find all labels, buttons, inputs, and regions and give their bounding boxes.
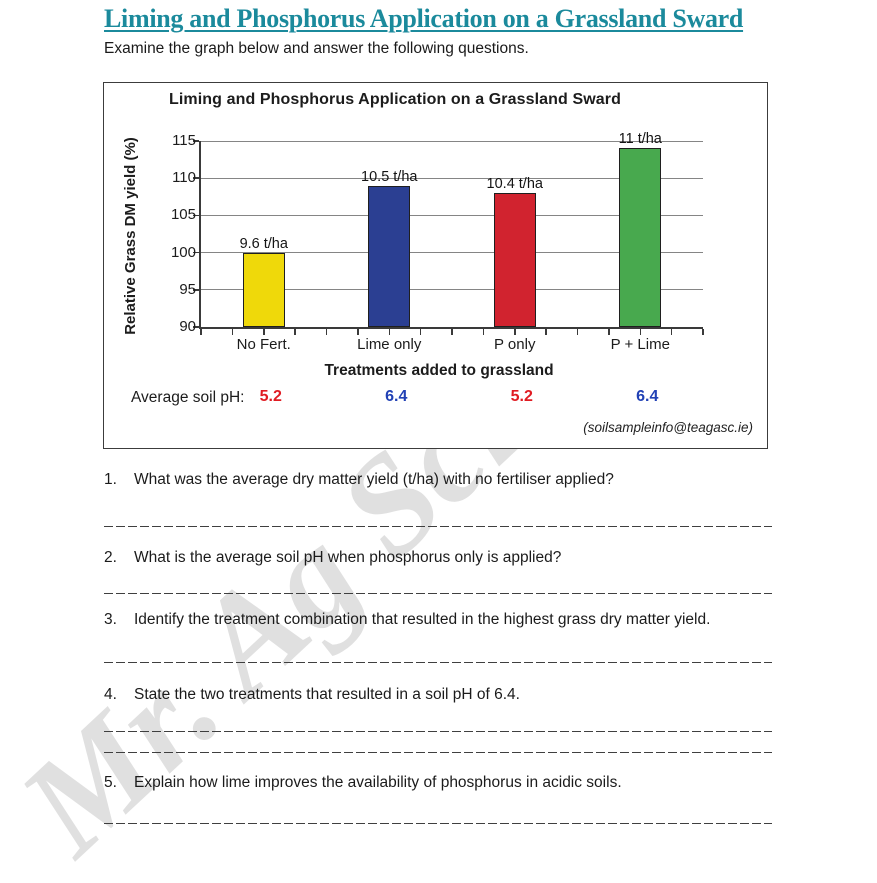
bar-value-label: 11 t/ha [618,131,662,148]
page-subtitle: Examine the graph below and answer the f… [104,40,529,57]
question-5-text: Explain how lime improves the availabili… [134,774,622,791]
answer-line [104,593,772,595]
y-axis-tick [193,177,199,179]
category-label: No Fert. [236,336,291,353]
page-title: Liming and Phosphorus Application on a G… [104,4,744,33]
avg-soil-ph-value: 5.2 [510,388,533,405]
x-axis-tick [357,329,359,335]
y-axis-tick [193,251,199,254]
y-axis-title: Relative Grass DM yield (%) [122,137,139,335]
y-tick-label: 105 [170,206,196,224]
y-tick-label: 115 [172,132,196,149]
x-axis-tick [294,329,296,335]
bar-value-label: 10.5 t/ha [361,168,418,185]
x-axis-tick [231,329,234,335]
y-tick-label: 90 [179,318,196,335]
avg-soil-ph-label: Average soil pH: [131,389,245,406]
avg-soil-ph-value: 5.2 [259,388,282,405]
bar-p-lime [619,148,662,327]
bar-value-label: 9.6 t/ha [239,235,288,252]
x-axis-tick [419,329,422,335]
question-4: 4. State the two treatments that resulted… [104,686,776,704]
y-axis-tick [193,214,199,217]
category-label: P only [494,336,536,353]
x-axis-tick [702,329,704,335]
bar-value-label: 10.4 t/ha [486,176,543,193]
x-axis-tick [576,329,579,335]
chart-source-email: (soilsampleinfo@teagasc.ie) [583,420,753,435]
x-axis-tick [514,329,516,335]
category-label: Lime only [357,336,422,353]
question-3-text: Identify the treatment combination that … [134,611,711,628]
grid-line [201,140,703,142]
y-tick-label: 100 [170,243,196,261]
question-2-number: 2. [104,549,117,566]
x-axis-title: Treatments added to grassland [324,362,554,379]
bar-lime-only [368,185,411,327]
y-tick-label: 95 [179,280,196,298]
y-axis-tick [193,289,199,291]
answer-line [104,752,772,754]
avg-soil-ph-value: 6.4 [636,388,659,405]
answer-line [104,823,772,825]
question-3-number: 3. [104,611,117,628]
x-axis-tick [670,329,673,335]
question-1-text: What was the average dry matter yield (t… [134,471,614,488]
x-axis-tick [482,329,485,335]
x-axis-tick [545,329,547,335]
answer-line [104,662,772,664]
question-4-text: State the two treatments that resulted i… [134,686,520,703]
question-4-number: 4. [104,686,117,703]
chart-figure: Liming and Phosphorus Application on a G… [103,82,768,449]
grid-line [201,252,703,254]
chart-title: Liming and Phosphorus Application on a G… [169,91,621,108]
x-axis-tick [608,329,610,335]
grid-line [201,289,703,291]
question-3: 3. Identify the treatment combination tha… [104,611,776,629]
x-axis-tick [451,329,453,335]
question-1: 1. What was the average dry matter yield … [104,471,776,489]
bar-p-only [493,193,536,327]
question-5: 5. Explain how lime improves the availabi… [104,774,776,792]
x-axis-tick [325,329,328,335]
grid-line [201,214,703,216]
x-axis-tick [200,329,202,335]
y-axis-tick [193,326,199,328]
y-tick-label: 110 [172,169,196,187]
x-axis-tick [263,329,265,335]
question-1-number: 1. [104,471,117,488]
answer-line [104,526,772,528]
category-label: P + Lime [610,336,670,353]
y-axis-tick [193,140,199,142]
question-2: 2. What is the average soil pH when phosp… [104,549,776,567]
x-axis-tick [388,329,390,335]
grid-line [201,177,703,179]
plot-area: 90 95 100 105 110 115 9.6 t/ha No Fert. 10.5 t/h… [171,131,704,353]
bar-no-fert- [242,252,285,327]
question-2-text: What is the average soil pH when phospho… [134,549,562,566]
question-5-number: 5. [104,774,117,791]
answer-line [104,731,772,733]
x-axis-tick [639,329,641,335]
avg-soil-ph-value: 6.4 [385,388,408,405]
